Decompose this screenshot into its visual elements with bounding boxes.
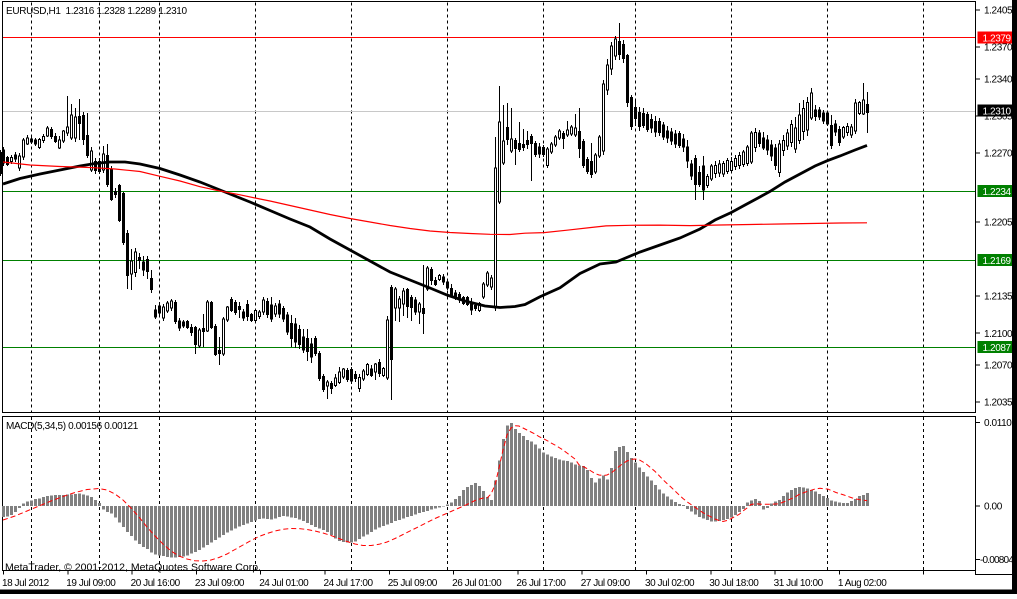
svg-text:24 Jul 17:00: 24 Jul 17:00 <box>324 578 374 589</box>
svg-text:0.01103: 0.01103 <box>984 418 1017 429</box>
svg-text:1.2070: 1.2070 <box>984 361 1013 372</box>
svg-text:1.2340: 1.2340 <box>984 75 1013 86</box>
svg-text:1 Aug 02:00: 1 Aug 02:00 <box>838 578 887 589</box>
svg-text:25 Jul 09:00: 25 Jul 09:00 <box>388 578 438 589</box>
svg-text:30 Jul 02:00: 30 Jul 02:00 <box>645 578 695 589</box>
svg-text:30 Jul 18:00: 30 Jul 18:00 <box>709 578 759 589</box>
svg-text:1.2087: 1.2087 <box>983 343 1012 354</box>
svg-text:23 Jul 09:00: 23 Jul 09:00 <box>195 578 245 589</box>
svg-text:19 Jul 09:00: 19 Jul 09:00 <box>66 578 116 589</box>
svg-text:EURUSD,H1 1.2316 1.2328 1.228: EURUSD,H1 1.2316 1.2328 1.2289 1.2310 <box>6 6 188 17</box>
svg-text:1.2135: 1.2135 <box>984 292 1013 303</box>
svg-text:1.2270: 1.2270 <box>984 149 1013 160</box>
svg-text:MetaTrader, © 2001-2012, MetaQ: MetaTrader, © 2001-2012, MetaQuotes Soft… <box>5 562 261 574</box>
svg-text:1.2169: 1.2169 <box>983 256 1012 267</box>
svg-text:1.2100: 1.2100 <box>984 329 1013 340</box>
svg-text:0.00: 0.00 <box>984 502 1003 513</box>
svg-text:1.2234: 1.2234 <box>983 187 1012 198</box>
svg-text:26 Jul 01:00: 26 Jul 01:00 <box>452 578 502 589</box>
svg-text:1.2305: 1.2305 <box>984 112 1013 123</box>
svg-text:20 Jul 16:00: 20 Jul 16:00 <box>131 578 181 589</box>
svg-text:1.2370: 1.2370 <box>984 43 1013 54</box>
svg-text:-0.00804: -0.00804 <box>980 555 1014 566</box>
svg-text:31 Jul 10:00: 31 Jul 10:00 <box>774 578 824 589</box>
svg-text:1.2405: 1.2405 <box>984 6 1013 17</box>
svg-text:1.2205: 1.2205 <box>984 218 1013 229</box>
svg-text:18 Jul 2012: 18 Jul 2012 <box>2 578 50 589</box>
svg-text:26 Jul 17:00: 26 Jul 17:00 <box>516 578 566 589</box>
svg-text:1.2310: 1.2310 <box>983 107 1012 118</box>
svg-text:1.2379: 1.2379 <box>983 33 1012 44</box>
svg-text:27 Jul 09:00: 27 Jul 09:00 <box>581 578 631 589</box>
svg-text:MACD(5,34,5) 0.00156 0.00121: MACD(5,34,5) 0.00156 0.00121 <box>6 421 139 432</box>
svg-text:24 Jul 01:00: 24 Jul 01:00 <box>259 578 309 589</box>
svg-text:1.2035: 1.2035 <box>984 398 1013 409</box>
